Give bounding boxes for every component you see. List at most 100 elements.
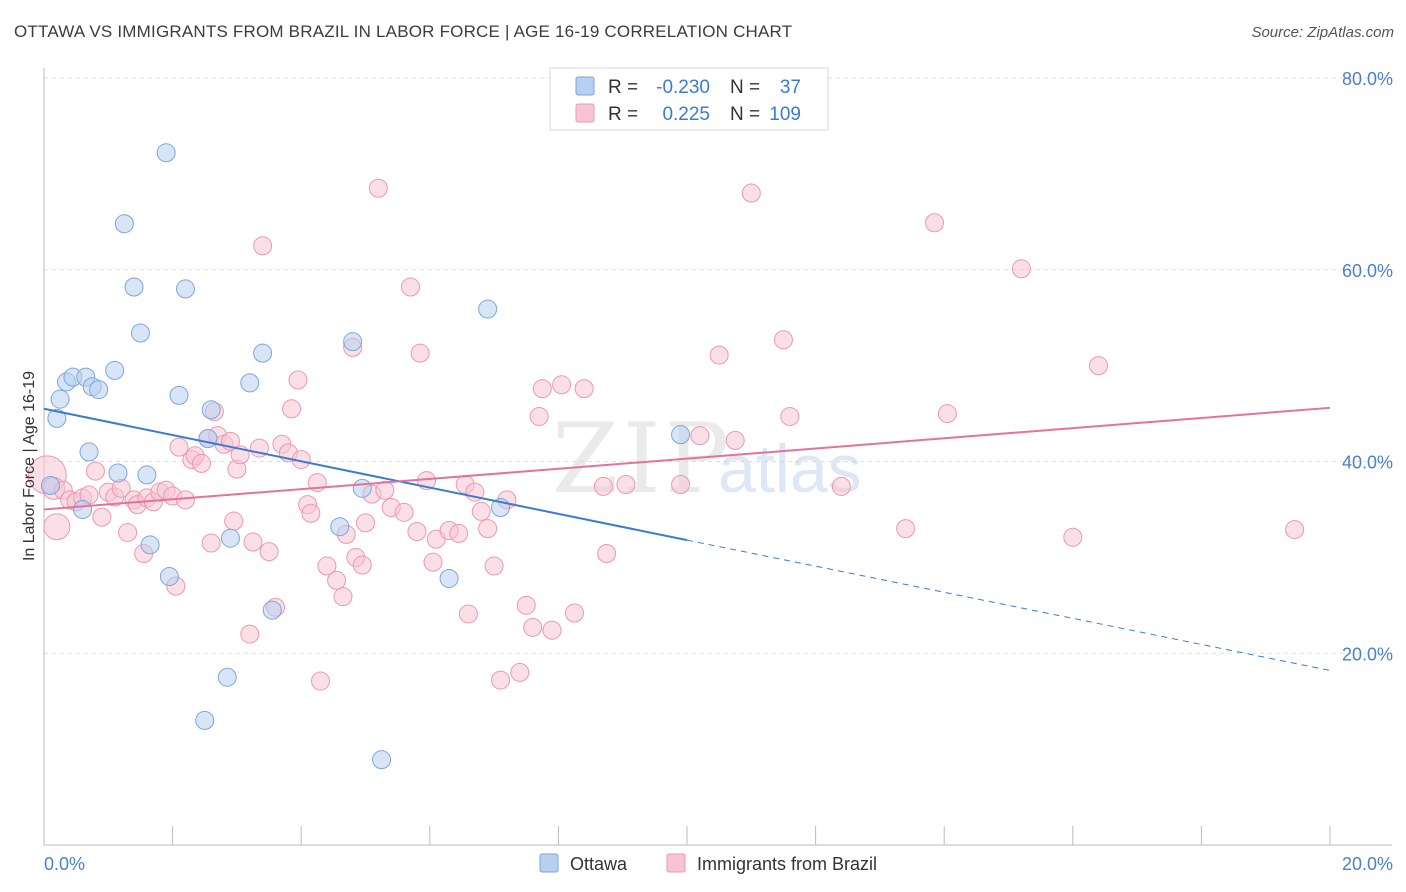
ottawa-point: [108, 463, 128, 483]
brazil-point: [458, 604, 478, 624]
brazil-point: [449, 523, 469, 543]
legend-swatch-ottawa: [575, 76, 595, 96]
ottawa-point: [175, 279, 195, 299]
brazil-point: [192, 453, 212, 473]
ottawa-point: [140, 535, 160, 555]
points-layer: [27, 143, 1305, 770]
brazil-point: [43, 513, 71, 541]
brazil-point: [201, 533, 221, 553]
ottawa-point: [671, 425, 691, 445]
brazil-point: [253, 236, 273, 256]
ottawa-point: [50, 389, 70, 409]
brazil-point: [243, 532, 263, 552]
legend-bottom-label-brazil: Immigrants from Brazil: [697, 854, 877, 874]
brazil-point: [741, 183, 761, 203]
brazil-point: [597, 544, 617, 564]
ottawa-point: [217, 667, 237, 687]
x-tick-label: 0.0%: [44, 854, 85, 874]
y-tick-label: 20.0%: [1342, 644, 1393, 664]
legend-n-value-ottawa: 37: [780, 77, 801, 98]
brazil-point: [478, 519, 498, 539]
legend-bottom: Ottawa Immigrants from Brazil: [539, 853, 877, 874]
brazil-point: [240, 624, 260, 644]
grid-layer: [44, 77, 1392, 654]
y-axis-label: In Labor Force | Age 16-19: [21, 371, 38, 561]
legend-top-box: [549, 67, 829, 131]
brazil-point: [352, 555, 372, 575]
brazil-point: [616, 475, 636, 495]
brazil-point: [327, 570, 347, 590]
brazil-point: [368, 178, 388, 198]
brazil-point: [282, 399, 302, 419]
trend-layer: [43, 406, 1331, 671]
ottawa-point: [124, 277, 144, 297]
brazil-point: [780, 406, 800, 426]
ottawa-point: [105, 360, 125, 380]
brazil-point: [831, 476, 851, 496]
ottawa-point: [73, 499, 93, 519]
legend-n-label-ottawa: N =: [730, 77, 760, 98]
ottawa-trend-extension: [686, 539, 1331, 671]
legend-swatch-brazil: [575, 103, 595, 123]
brazil-point: [564, 603, 584, 623]
brazil-point: [85, 461, 105, 481]
ottawa-point: [198, 428, 218, 448]
brazil-point: [310, 671, 330, 691]
brazil-point: [410, 343, 430, 363]
brazil-point: [169, 437, 189, 457]
brazil-point: [224, 511, 244, 531]
brazil-point: [317, 556, 337, 576]
brazil-point: [356, 513, 375, 533]
y-tick-label: 80.0%: [1342, 69, 1393, 89]
brazil-trend-line: [43, 406, 1331, 511]
brazil-point: [1063, 527, 1083, 547]
chart-source: Source: ZipAtlas.com: [1251, 24, 1394, 41]
brazil-point: [1011, 259, 1031, 279]
legend-bottom-swatch-ottawa: [539, 853, 559, 873]
brazil-point: [288, 370, 308, 390]
ottawa-point: [352, 478, 372, 498]
brazil-point: [484, 556, 504, 576]
ottawa-point: [372, 750, 392, 770]
brazil-point: [690, 426, 710, 446]
ottawa-point: [159, 567, 179, 587]
brazil-point: [491, 670, 511, 690]
brazil-point: [896, 519, 916, 539]
ottawa-point: [330, 517, 350, 537]
ottawa-point: [137, 465, 157, 485]
watermark: ZIP atlas: [552, 403, 862, 515]
ottawa-point: [114, 214, 134, 234]
brazil-point: [118, 522, 138, 542]
legend-n-value-brazil: 109: [769, 104, 801, 125]
brazil-point: [725, 430, 745, 450]
y-tick-labels: 20.0% 40.0% 60.0% 80.0%: [1342, 69, 1393, 664]
legend-top: R = -0.230 N = 37 R = 0.225 N = 109: [549, 67, 829, 131]
brazil-point: [394, 502, 414, 522]
ottawa-point: [40, 475, 60, 495]
legend-r-value-ottawa: -0.230: [656, 77, 710, 98]
ottawa-point: [240, 373, 260, 393]
brazil-point: [542, 620, 562, 640]
ottawa-point: [439, 568, 459, 588]
x-tick-label: 20.0%: [1342, 854, 1393, 874]
brazil-point: [333, 587, 353, 607]
brazil-point: [401, 277, 421, 297]
brazil-point: [1285, 520, 1305, 540]
legend-r-label-ottawa: R =: [608, 77, 638, 98]
ottawa-point: [130, 323, 150, 343]
ottawa-point: [220, 528, 240, 548]
legend-n-label-brazil: N =: [730, 104, 760, 125]
ottawa-point: [169, 385, 189, 405]
legend-bottom-label-ottawa: Ottawa: [570, 854, 628, 874]
brazil-point: [709, 345, 729, 365]
brazil-point: [175, 490, 195, 510]
ottawa-point: [47, 408, 67, 428]
brazil-point: [532, 379, 552, 399]
ottawa-point: [262, 600, 282, 620]
ottawa-point: [156, 143, 176, 163]
brazil-point: [375, 480, 395, 500]
brazil-point: [593, 476, 613, 496]
ottawa-point: [79, 442, 99, 462]
